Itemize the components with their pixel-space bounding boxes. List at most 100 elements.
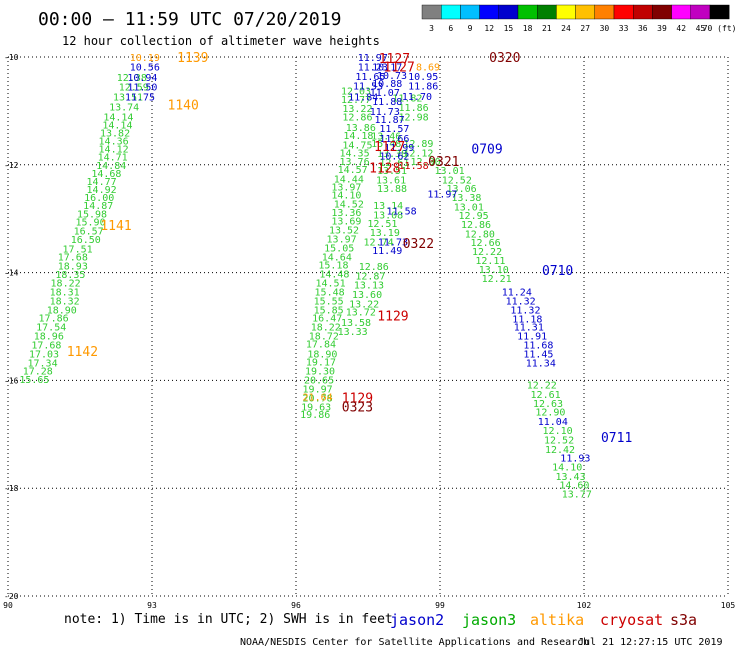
track-label: 0320 — [489, 51, 520, 66]
swh-value: 18.72 — [309, 332, 339, 343]
swh-value: 13.08 — [373, 210, 403, 221]
swh-value: 15.85 — [314, 305, 344, 316]
swh-value: 11.73 — [370, 107, 400, 118]
color-scale-tick: 21 — [542, 24, 552, 33]
color-scale-tick: 9 — [468, 24, 473, 33]
swh-value: 11.53 — [353, 82, 383, 93]
swh-value: 11.57 — [379, 124, 409, 135]
swh-value: 14.75 — [342, 140, 372, 151]
y-tick-label: -18 — [4, 484, 19, 493]
swh-value: 12.77 — [341, 95, 371, 106]
swh-value: 13.88 — [377, 184, 407, 195]
color-swatch — [460, 4, 480, 20]
swh-value: 13.46 — [371, 132, 401, 143]
swh-value: 11.23 — [358, 63, 388, 74]
swh-value: 13.97 — [327, 235, 357, 246]
x-tick-label: 96 — [291, 601, 301, 610]
footer-note: note: 1) Time is in UTC; 2) SWH is in fe… — [64, 612, 393, 627]
swh-value: 12.86 — [461, 220, 491, 231]
swh-value: 13.58 — [341, 318, 371, 329]
color-scale-tick: 45 — [696, 24, 706, 33]
swh-value: 14.14 — [102, 120, 132, 131]
plot-grid — [7, 56, 729, 597]
swh-value: 12.63 — [533, 399, 563, 410]
swh-value: 12.59 — [119, 83, 149, 94]
swh-value: 13.97 — [331, 182, 361, 193]
swh-value: 11.86 — [399, 103, 429, 114]
satellite-legend-cryosat: cryosat — [600, 611, 663, 629]
swh-value: 13.36 — [331, 208, 361, 219]
track-label: 1129 — [377, 310, 408, 325]
swh-value: 10.73 — [377, 71, 407, 82]
x-tick-label: 90 — [3, 601, 13, 610]
swh-value: 16.50 — [71, 235, 101, 246]
swh-value: 11.93 — [560, 453, 590, 464]
color-scale-tick: 3 — [429, 24, 434, 33]
swh-value: 12.03 — [341, 86, 371, 97]
swh-value: 17.03 — [29, 349, 59, 360]
swh-value: 10.56 — [130, 63, 160, 74]
swh-value: 15.98 — [77, 209, 107, 220]
color-swatch — [441, 4, 461, 20]
x-tick-label: 93 — [147, 601, 157, 610]
swh-value: 13.76 — [340, 157, 370, 168]
track-label: 1127 — [384, 61, 415, 76]
swh-value: 18.93 — [58, 262, 88, 273]
swh-value: 8.69 — [416, 63, 440, 74]
swh-value: 17.28 — [23, 367, 53, 378]
swh-value: 17.54 — [36, 323, 66, 334]
swh-value: 14.18 — [343, 131, 373, 142]
swh-value: 14.60 — [559, 480, 589, 491]
color-scale-tick: 36 — [638, 24, 648, 33]
color-scale-tick: 42 — [676, 24, 686, 33]
track-label: 1129 — [342, 392, 373, 407]
swh-value: 13.52 — [329, 225, 359, 236]
swh-value: 17.86 — [39, 313, 69, 324]
swh-value: 14.87 — [83, 201, 113, 212]
swh-value: 13.86 — [346, 123, 376, 134]
swh-value: 14.71 — [98, 153, 128, 164]
swh-value: 12.61 — [531, 390, 561, 401]
swh-value: 11.32 — [506, 297, 536, 308]
swh-value: 13.43 — [556, 472, 586, 483]
track-label: 1128 — [369, 161, 400, 176]
color-swatch — [537, 4, 557, 20]
color-swatch — [556, 4, 576, 20]
y-tick-label: -14 — [4, 269, 19, 278]
x-tick-label: 105 — [721, 601, 736, 610]
swh-value: 12.87 — [355, 271, 385, 282]
swh-value: 12.74 — [364, 237, 394, 248]
swh-value: 19.63 — [301, 402, 331, 413]
track-label: 1139 — [177, 51, 208, 66]
swh-value: 15.90 — [76, 217, 106, 228]
swh-value: 11.34 — [526, 359, 556, 370]
color-scale-tick: 33 — [619, 24, 629, 33]
swh-value: 12.22 — [527, 381, 557, 392]
swh-value: 14.57 — [338, 165, 368, 176]
swh-value: 17.68 — [58, 252, 88, 263]
color-swatch — [575, 4, 595, 20]
swh-value: 18.90 — [47, 305, 77, 316]
satellite-legend: jason2 jason3 altika cryosat s3a — [390, 611, 697, 629]
y-tick-label: -12 — [4, 161, 19, 170]
color-swatch — [517, 4, 538, 20]
swh-value: 10.62 — [379, 152, 409, 163]
data-points: 12.3812.5913.5113.7414.1414.1413.8214.36… — [19, 53, 592, 501]
track-label: 0323 — [342, 400, 373, 415]
track-label: 1127 — [379, 52, 410, 67]
swh-value: 13.22 — [342, 104, 372, 115]
swh-value: 11.45 — [523, 349, 553, 360]
swh-value: 14.68 — [91, 169, 121, 180]
swh-value: 11.75 — [125, 92, 155, 103]
swh-value: 12.86 — [359, 262, 389, 273]
swh-value: 12.11 — [475, 256, 505, 267]
satellite-legend-jason2: jason2 — [390, 611, 444, 629]
swh-value: 11.84 — [348, 92, 378, 103]
swh-value: 12.52 — [442, 175, 472, 186]
swh-value: 21.64 — [303, 393, 333, 404]
color-scale-tick: 27 — [580, 24, 590, 33]
color-swatch — [594, 4, 615, 20]
swh-value: 11.50 — [127, 83, 157, 94]
swh-value: 14.35 — [340, 148, 370, 159]
swh-value: 11.04 — [538, 417, 568, 428]
